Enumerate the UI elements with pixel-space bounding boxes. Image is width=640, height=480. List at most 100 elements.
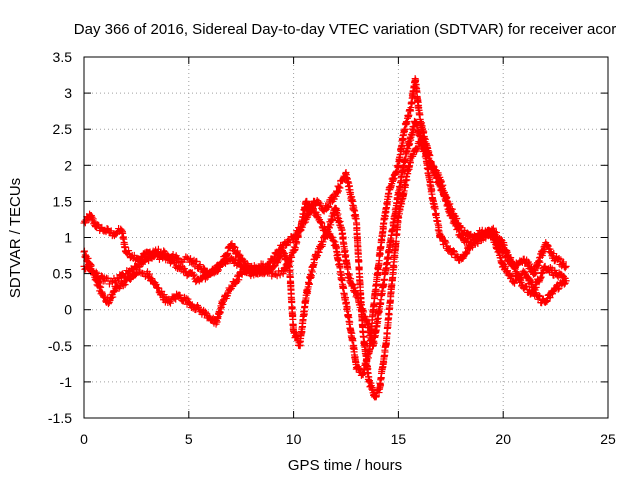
data-point [454, 224, 462, 232]
data-point [135, 263, 143, 271]
y-tick-label: 1 [64, 230, 72, 246]
y-tick-label: -0.5 [48, 338, 72, 354]
data-point [358, 370, 366, 378]
data-point [355, 364, 363, 372]
data-point [491, 234, 499, 242]
data-point [402, 157, 410, 165]
data-point [214, 267, 222, 275]
data-point [547, 248, 555, 256]
y-tick-label: -1 [60, 374, 73, 390]
data-point [102, 274, 110, 282]
data-point [441, 237, 449, 245]
data-point [562, 277, 570, 285]
data-point [116, 283, 124, 291]
data-point [357, 299, 365, 307]
data-point [324, 203, 332, 211]
data-point [507, 258, 515, 266]
x-axis-title: GPS time / hours [288, 457, 402, 474]
data-point [235, 276, 243, 284]
data-point [121, 273, 129, 281]
x-tick-label: 15 [391, 431, 407, 447]
data-point [235, 250, 243, 258]
y-tick-label: 1.5 [53, 193, 73, 209]
data-point [562, 262, 570, 270]
data-point [334, 210, 342, 218]
data-point [346, 318, 354, 326]
data-point [462, 250, 470, 258]
data-point [273, 272, 281, 280]
data-point [325, 203, 333, 211]
data-point [173, 254, 181, 262]
data-point [298, 223, 306, 231]
data-point [438, 232, 446, 240]
y-tick-label: 2 [64, 157, 72, 173]
data-point [166, 299, 174, 307]
data-point [561, 264, 569, 272]
x-tick-label: 5 [185, 431, 193, 447]
data-point [444, 201, 452, 209]
x-tick-label: 10 [286, 431, 302, 447]
y-tick-label: 0.5 [53, 266, 73, 282]
data-point [259, 268, 267, 276]
data-point [282, 241, 290, 249]
data-point [84, 254, 92, 262]
data-point [463, 249, 471, 257]
data-point [354, 363, 362, 371]
data-point [125, 247, 133, 255]
data-point [370, 300, 378, 308]
y-axis-title: SDTVAR / TECUs [7, 178, 24, 298]
x-tick-label: 20 [495, 431, 511, 447]
data-point [236, 251, 244, 259]
data-point [193, 257, 201, 265]
data-point [307, 208, 315, 216]
data-point [180, 265, 188, 273]
data-point [108, 278, 116, 286]
data-point [413, 121, 421, 129]
data-point [546, 245, 554, 253]
y-tick-label: 2.5 [53, 121, 73, 137]
data-point [210, 269, 218, 277]
data-point [183, 254, 191, 262]
data-point [526, 260, 534, 268]
data-point [330, 237, 338, 245]
data-point [378, 289, 386, 297]
x-tick-label: 0 [80, 431, 88, 447]
data-point [145, 270, 153, 278]
data-point [550, 250, 558, 258]
data-point [349, 281, 357, 289]
data-point [196, 261, 204, 269]
data-point [126, 270, 134, 278]
data-point [532, 269, 540, 277]
data-point [104, 225, 112, 233]
data-point [555, 284, 563, 292]
data-point [201, 308, 209, 316]
data-point [554, 285, 562, 293]
ticks: -1.5 -1 -0.5 0 0.5 1 1.5 2 2.5 3 3.5 0 5 10 15 20 25 [48, 49, 616, 447]
y-tick-label: 0 [64, 302, 72, 318]
data-point [230, 242, 238, 250]
data-point [274, 257, 282, 265]
data-point [374, 314, 382, 322]
data-point [158, 252, 166, 260]
data-point [305, 280, 313, 288]
data-point [403, 176, 411, 184]
data-point [492, 228, 500, 236]
data-point [293, 232, 301, 240]
data-point [356, 283, 364, 291]
data-point [317, 200, 325, 208]
data-point [469, 243, 477, 251]
data-point [502, 263, 510, 271]
data-point [155, 284, 163, 292]
data-point [475, 235, 483, 243]
data-point [136, 262, 144, 270]
data-points [80, 75, 570, 401]
data-point [94, 221, 102, 229]
data-point [262, 267, 270, 275]
data-point [255, 264, 263, 272]
series-track-3 [80, 117, 570, 350]
data-point [462, 248, 470, 256]
data-point [315, 248, 323, 256]
y-tick-label: 3.5 [53, 49, 73, 65]
data-point [121, 281, 129, 289]
